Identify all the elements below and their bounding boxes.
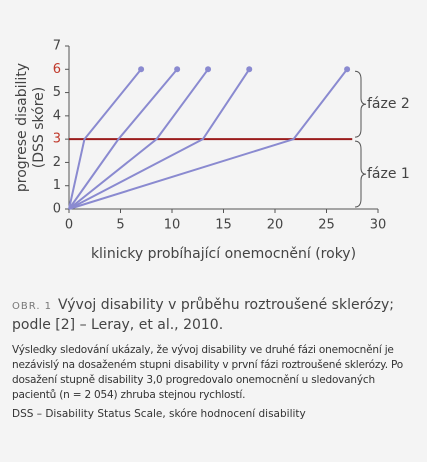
caption: OBR. 1 Vývoj disability v průběhu roztrou… [12,296,417,420]
x-axis-label: klinicky probíhající onemocnění (roky) [91,246,356,262]
x-tick-label: 15 [215,218,232,233]
x-tick-label: 20 [267,218,284,233]
brace [354,70,367,138]
x-tick-label: 5 [116,218,124,233]
y-tick-label: 5 [53,85,61,100]
annotation: fáze 2 [367,96,410,112]
caption-body: Výsledky sledování ukázaly, že vývoj dis… [12,344,403,401]
chart: 0 1 2 3 4 5 6 7 0 5 10 15 20 25 30 klinicky probíhající… [14,39,410,263]
y-tick-label: 2 [53,155,61,170]
end-point [246,66,253,73]
y-tick-label: 7 [53,39,61,54]
y-axis-label: progrese disability [14,63,30,192]
series-line [68,68,178,210]
x-tick-label: 0 [65,218,73,233]
y-tick-label: 3 [53,132,61,147]
end-point [138,66,145,73]
series-line [68,68,209,210]
y-tick-label: 1 [53,178,61,193]
x-tick-label: 30 [370,218,387,233]
figure-label: OBR. 1 [12,301,53,312]
annotation: fáze 1 [367,166,410,182]
series-line [68,68,142,210]
end-point [344,66,351,73]
brace [354,140,367,208]
y-tick-label: 0 [53,202,61,217]
caption-title-block: OBR. 1 Vývoj disability v průběhu roztrou… [12,296,417,335]
y-axis-label: (DSS skóre) [31,87,47,168]
x-tick-label: 25 [318,218,335,233]
x-tick-label: 10 [164,218,181,233]
series-line [68,68,251,210]
y-tick-label: 4 [53,108,61,123]
figure-title: Vývoj disability v průběhu roztroušené s… [12,297,394,333]
series-line [68,68,348,210]
end-point [174,66,181,73]
y-tick-label: 6 [53,62,61,77]
caption-note: DSS – Disability Status Scale, skóre hod… [12,408,306,420]
end-point [205,66,212,73]
